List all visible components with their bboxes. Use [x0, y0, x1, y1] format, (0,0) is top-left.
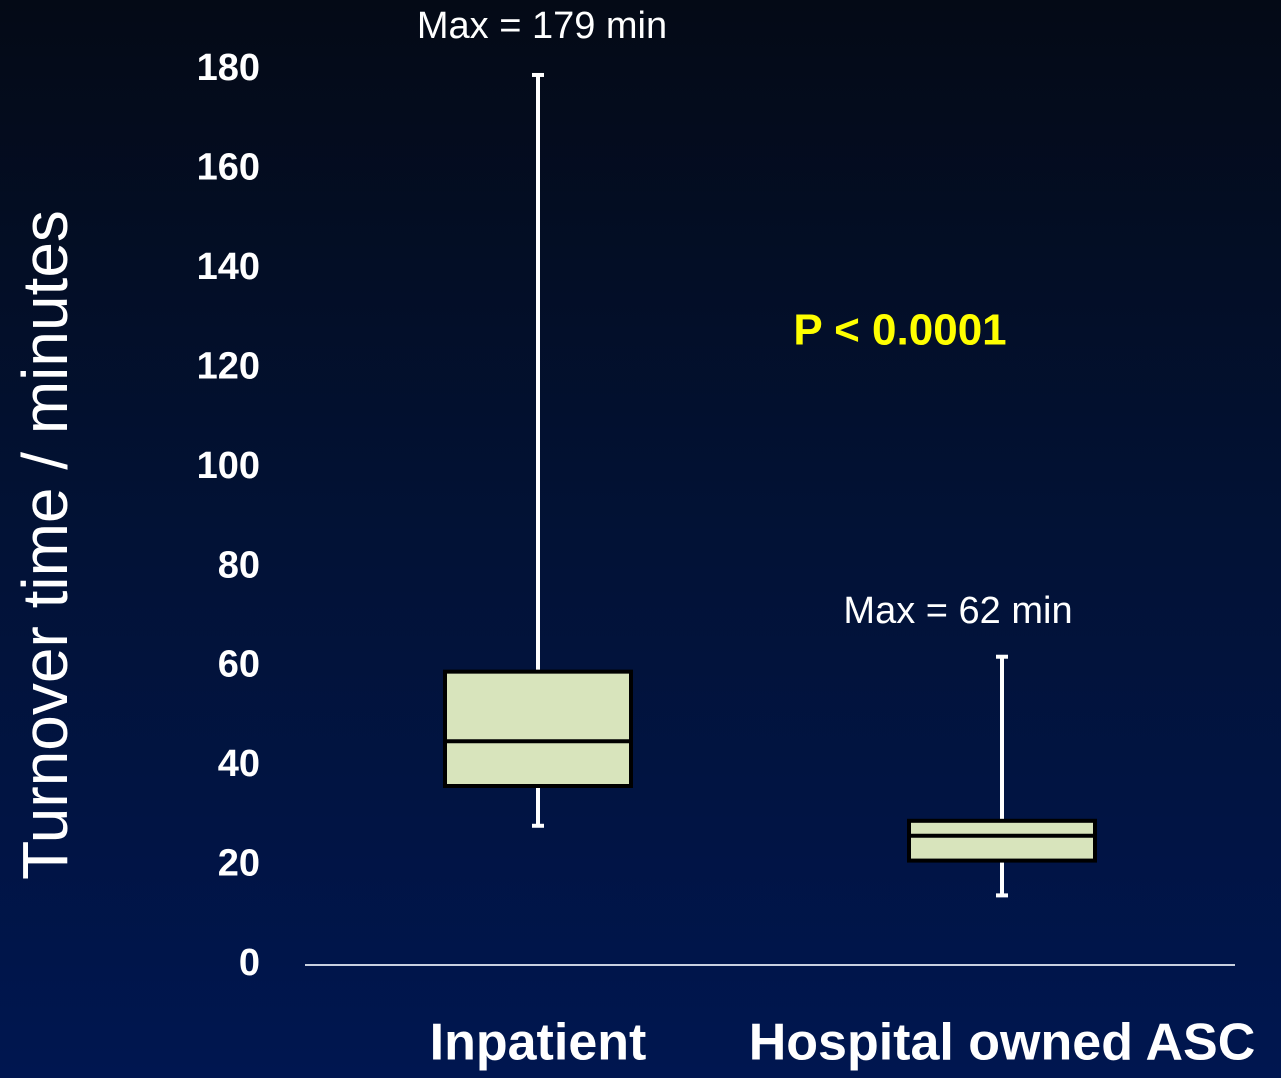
- annotation: Max = 179 min: [417, 5, 667, 47]
- annotation: Max = 62 min: [843, 590, 1072, 632]
- y-tick-label: 120: [197, 345, 260, 387]
- y-tick-label: 80: [218, 544, 260, 586]
- y-axis-title: Turnover time / minutes: [9, 210, 81, 880]
- y-tick-label: 140: [197, 246, 260, 288]
- y-tick-label: 40: [218, 743, 260, 785]
- box: [443, 669, 633, 789]
- annotation: P < 0.0001: [793, 306, 1006, 355]
- y-tick-label: 60: [218, 644, 260, 686]
- y-tick-label: 20: [218, 843, 260, 885]
- x-tick-label: Hospital owned ASC: [749, 1014, 1256, 1072]
- y-tick-label: 180: [197, 47, 260, 89]
- box: [907, 818, 1097, 863]
- y-tick-label: 160: [197, 146, 260, 188]
- x-tick-label: Inpatient: [430, 1014, 647, 1072]
- y-tick-label: 100: [197, 445, 260, 487]
- y-tick-label: 0: [239, 942, 260, 984]
